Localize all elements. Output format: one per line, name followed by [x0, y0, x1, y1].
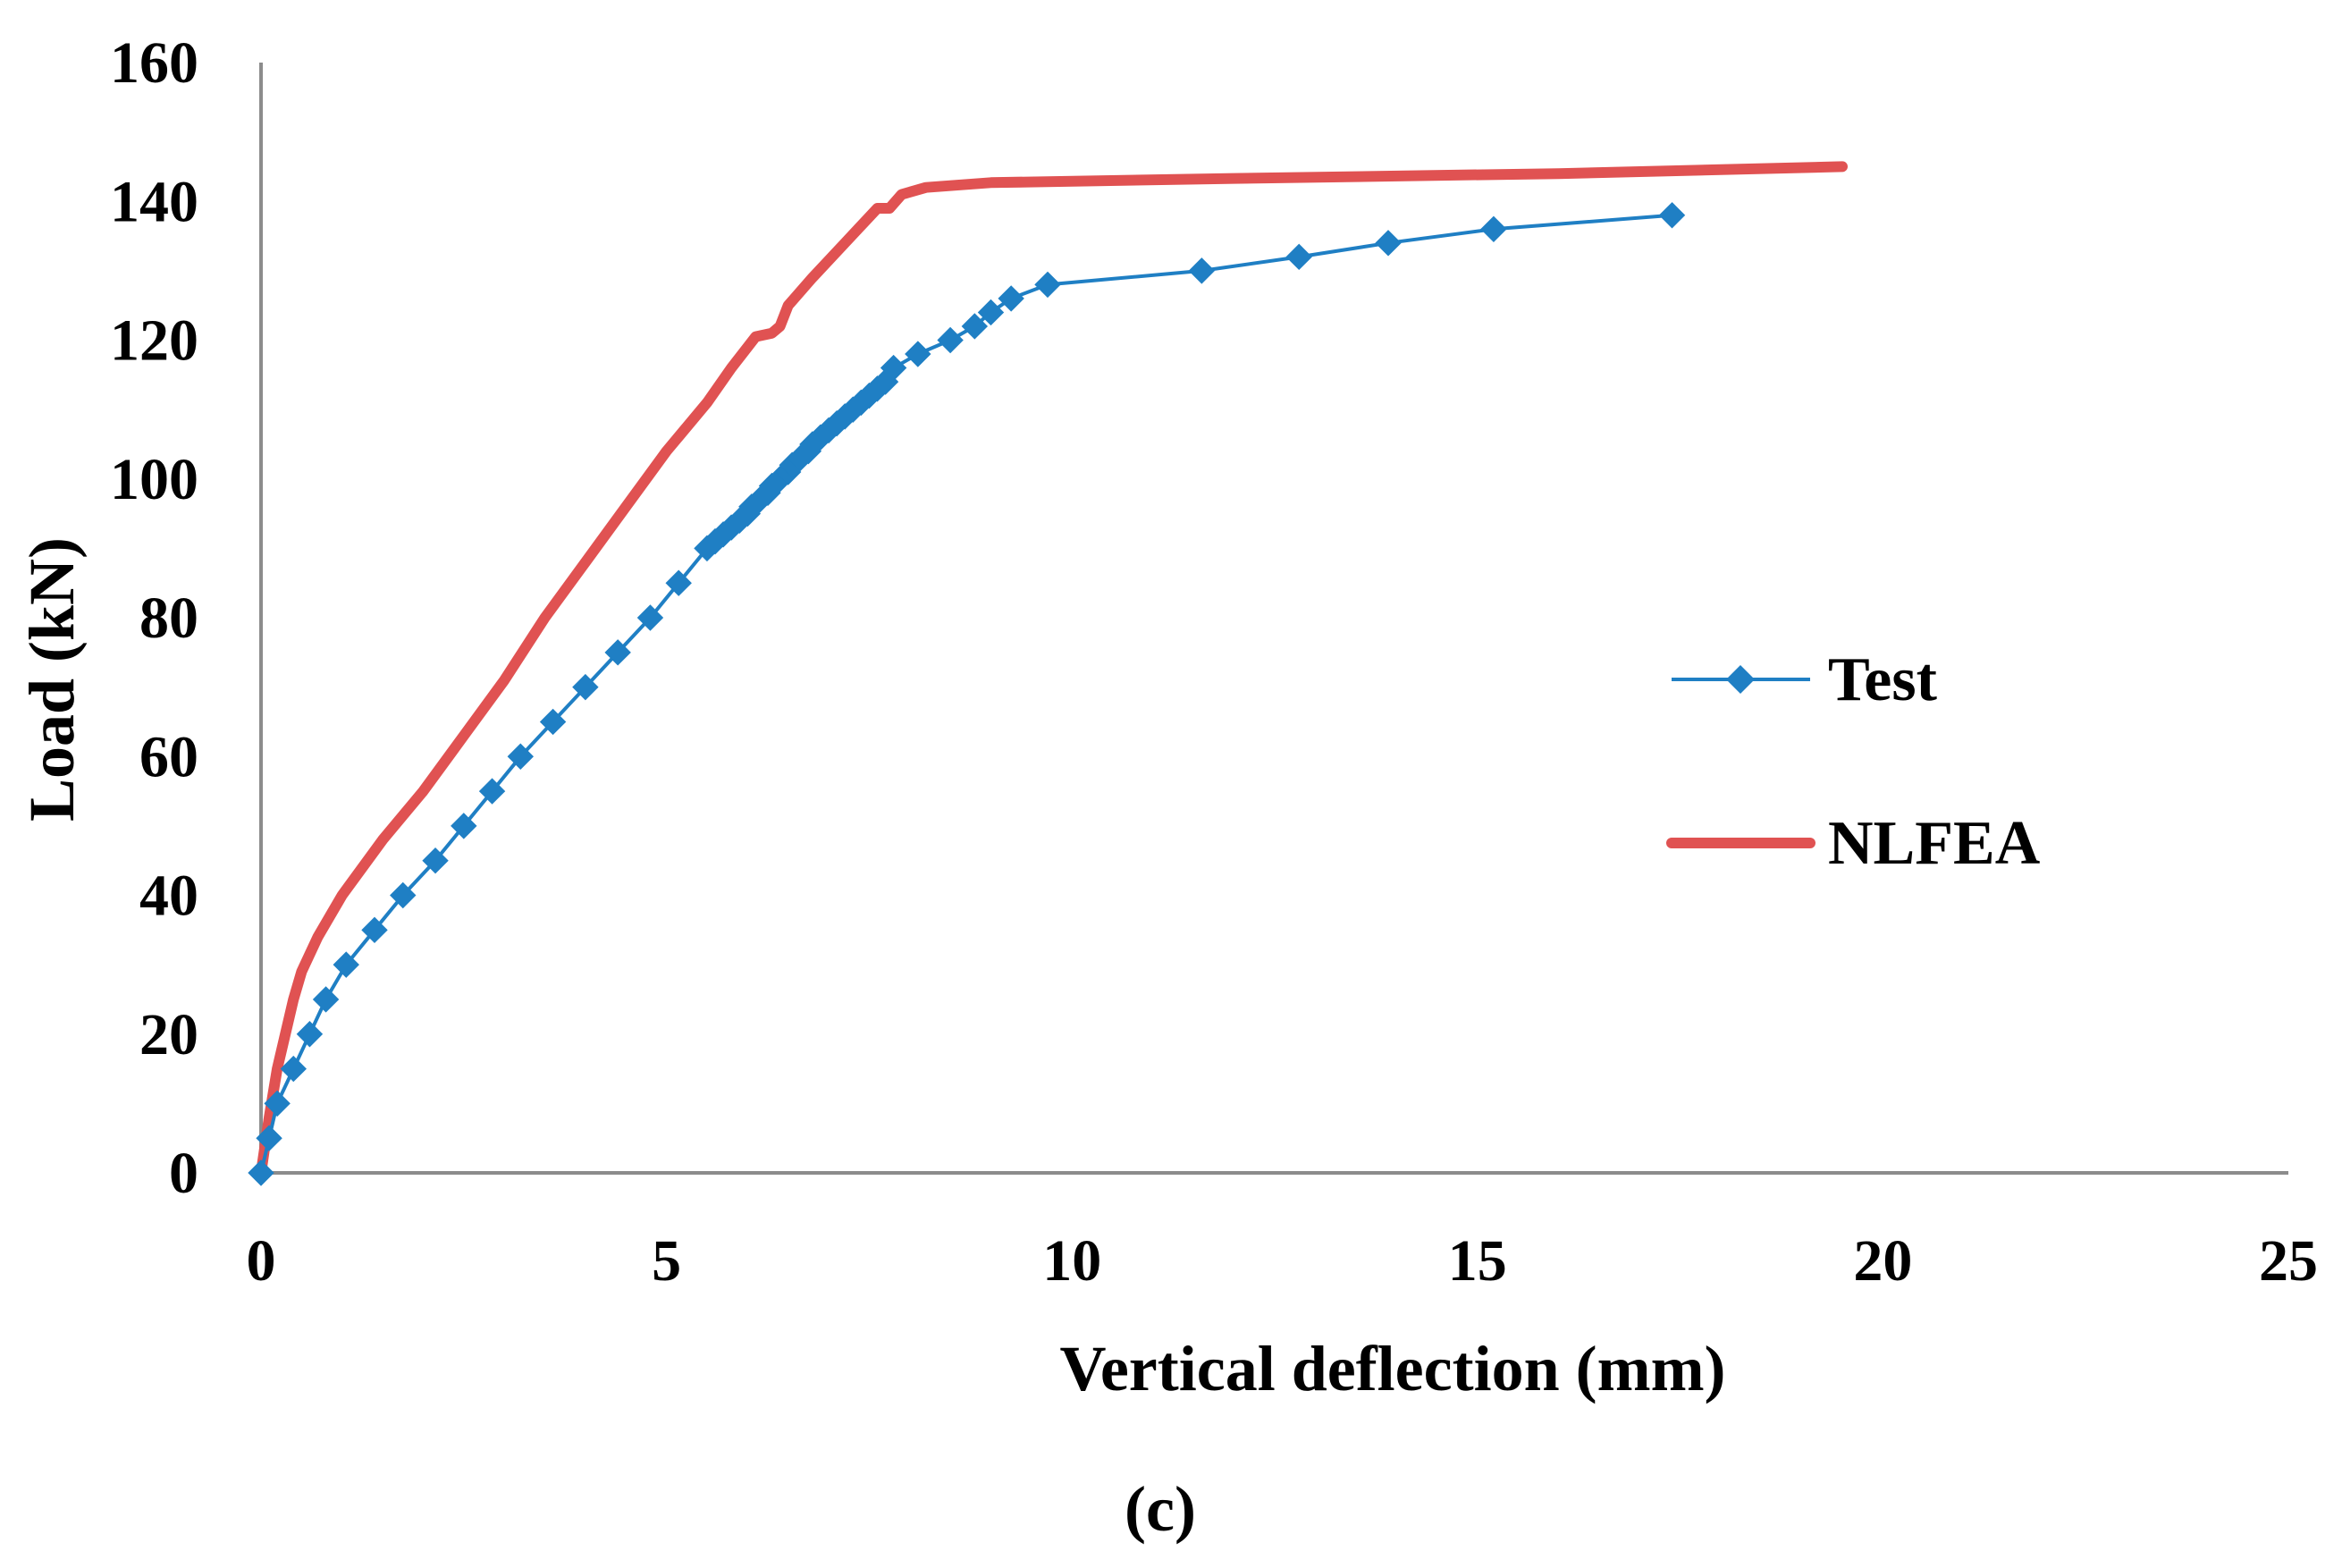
test-data-point — [665, 569, 692, 596]
test-data-point — [478, 778, 506, 805]
legend-label-test: Test — [1828, 645, 1937, 714]
test-data-point — [1658, 202, 1686, 229]
legend-label-nlfea: NLFEA — [1828, 809, 2041, 878]
y-tick-label: 20 — [139, 1002, 198, 1067]
y-axis-title: Load (kN) — [16, 537, 88, 822]
test-data-point — [312, 986, 340, 1013]
test-data-point — [507, 743, 535, 770]
test-data-point — [998, 285, 1024, 312]
test-data-point — [572, 673, 599, 701]
test-data-point — [1285, 243, 1312, 271]
test-data-point — [905, 341, 931, 367]
x-tick-label: 5 — [652, 1228, 681, 1294]
test-data-point — [256, 1125, 282, 1151]
y-tick-label: 160 — [110, 30, 198, 96]
test-data-point — [937, 326, 964, 354]
x-axis-title: Vertical deflection (mm) — [1059, 1333, 1725, 1404]
test-data-point — [451, 813, 477, 839]
series — [248, 161, 1848, 1186]
test-data-point — [422, 847, 449, 874]
y-tick-label: 60 — [139, 724, 198, 789]
test-data-point — [1375, 230, 1402, 257]
test-data-point — [248, 1159, 274, 1186]
test-data-point — [636, 604, 664, 631]
test-data-point — [1188, 257, 1216, 284]
y-tick-label: 40 — [139, 864, 198, 929]
test-data-point — [390, 881, 417, 909]
x-tick-label: 15 — [1448, 1228, 1507, 1294]
test-data-point — [880, 354, 907, 382]
test-data-point — [280, 1055, 307, 1083]
y-tick-label: 80 — [139, 586, 198, 651]
x-tick-label: 0 — [247, 1228, 276, 1294]
series-line-test — [259, 213, 1672, 1174]
x-tick-label: 25 — [2259, 1228, 2318, 1294]
test-data-point — [333, 951, 359, 978]
test-data-point — [604, 639, 631, 666]
series-line-nlfea — [256, 161, 1848, 1178]
y-tick-label: 0 — [169, 1141, 198, 1206]
test-data-point — [977, 299, 1005, 326]
axes — [259, 63, 2288, 1175]
y-tick-label: 140 — [110, 169, 198, 234]
legend: Test NLFEA — [1666, 645, 2041, 878]
figure-caption: (c) — [1125, 1473, 1196, 1545]
test-data-point — [1034, 271, 1061, 299]
y-tick-label: 120 — [110, 308, 198, 374]
y-tick-labels: 0 20 40 60 80 100 120 140 160 — [110, 30, 198, 1206]
y-tick-label: 100 — [110, 447, 198, 512]
x-tick-label: 10 — [1042, 1228, 1101, 1294]
test-data-point — [361, 916, 388, 944]
test-data-point — [296, 1021, 324, 1048]
test-data-point — [264, 1090, 291, 1117]
test-data-point — [961, 313, 989, 340]
test-data-point — [1480, 215, 1507, 243]
legend-marker-test — [1726, 665, 1755, 694]
x-tick-labels: 0 5 10 15 20 25 — [247, 1228, 2319, 1294]
test-data-point — [539, 708, 567, 736]
x-tick-label: 20 — [1853, 1228, 1912, 1294]
